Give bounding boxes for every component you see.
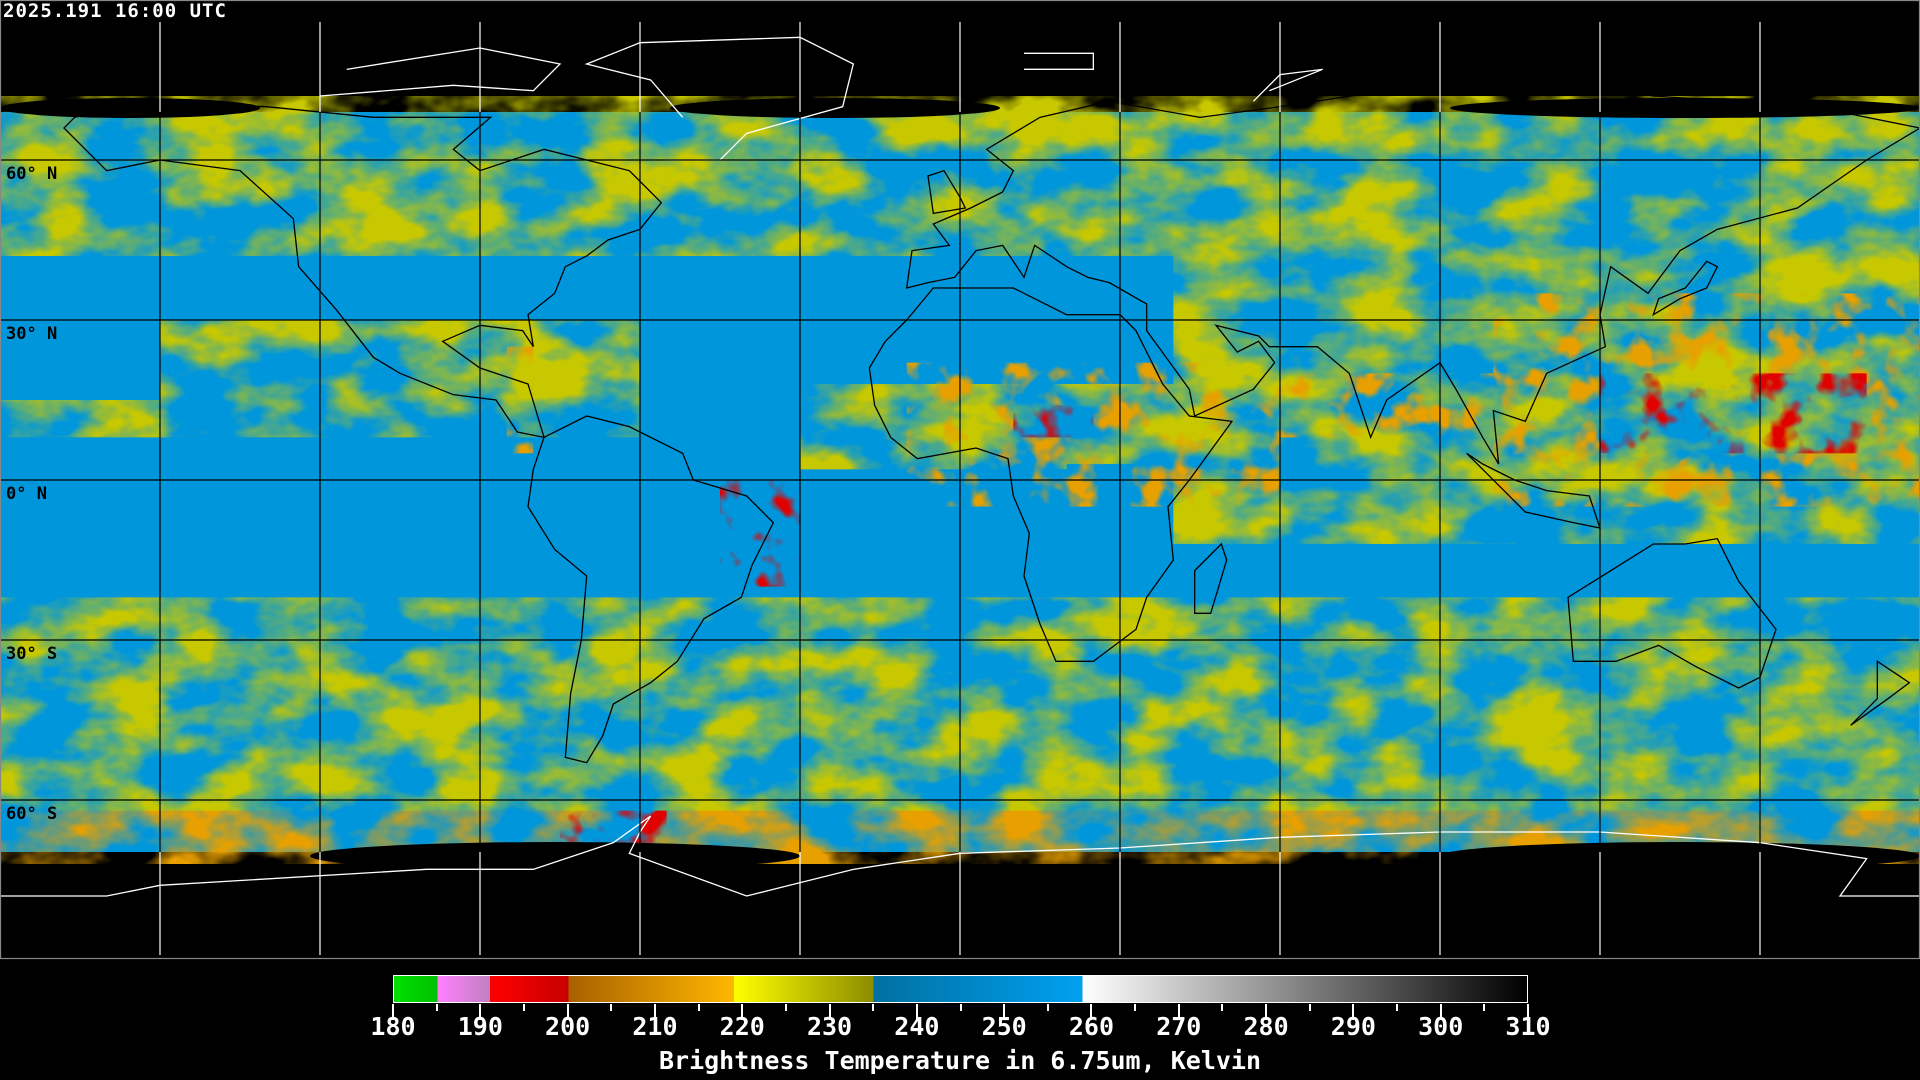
cold-cloud-region — [720, 480, 800, 587]
swath-edge — [0, 98, 260, 118]
colorbar-tick — [1177, 1004, 1180, 1020]
coastline-canadian-arctic — [319, 47, 562, 97]
colorbar-tick — [435, 1004, 438, 1011]
coastline-madagascar — [1194, 542, 1228, 614]
colorbar-tick-label: 250 — [981, 1012, 1027, 1041]
colorbar-tick — [1308, 1004, 1311, 1011]
swath-edge — [1450, 98, 1920, 118]
colorbar-tick — [872, 1004, 875, 1011]
coastline-siberia-islands — [1252, 68, 1323, 102]
colorbar-tick — [741, 1004, 744, 1020]
colorbar-tick — [392, 1004, 394, 1020]
colorbar-tick — [1003, 1004, 1006, 1020]
cold-cloud-region — [1013, 405, 1094, 438]
colorbar-tick-label: 260 — [1068, 1012, 1115, 1041]
coastline-australia — [1567, 537, 1777, 689]
colorbar-tick — [1221, 1004, 1224, 1011]
moist-region — [0, 400, 214, 438]
colorbar-tick — [1265, 1004, 1268, 1020]
colorbar-tick — [1352, 1004, 1355, 1020]
coastline-eurasia — [905, 68, 1920, 465]
colorbar-tick-label: 270 — [1156, 1012, 1202, 1041]
colorbar-tick-label: 210 — [632, 1012, 678, 1041]
colorbar-tick-label: 300 — [1418, 1012, 1464, 1041]
colorbar-tick — [653, 1004, 656, 1020]
coastline-svalbard — [1024, 52, 1094, 70]
colorbar-tick — [915, 1004, 918, 1020]
cold-cloud-region — [506, 346, 534, 454]
colorbar-tick — [1046, 1004, 1049, 1011]
colorbar-tick-label: 200 — [545, 1012, 591, 1041]
coastline-indonesia — [1466, 452, 1601, 529]
moist-region — [320, 346, 587, 416]
colorbar-tick — [1134, 1004, 1137, 1011]
swath-edge — [310, 842, 800, 870]
coastline-japan — [1652, 260, 1719, 317]
swath-edge — [670, 98, 1000, 118]
colorbar-tick-label: 230 — [806, 1012, 853, 1041]
colorbar-tick-label: 290 — [1330, 1012, 1376, 1041]
colorbar-tick — [479, 1004, 482, 1020]
coastline-new-zealand — [1850, 660, 1911, 726]
lat-label-60s: 60° S — [6, 804, 58, 824]
coastline-africa — [868, 287, 1234, 662]
colorbar-tick — [828, 1004, 831, 1020]
coastline-south-america — [527, 415, 775, 764]
colorbar-tick — [697, 1004, 700, 1011]
colorbar-tick-label: 240 — [894, 1012, 940, 1041]
cold-cloud-region — [906, 362, 1280, 507]
colorbar-tick — [522, 1004, 525, 1011]
colorbar-tick-label: 190 — [457, 1012, 503, 1041]
colorbar-tick — [1396, 1004, 1399, 1011]
timestamp: 2025.191 16:00 UTC — [3, 0, 227, 22]
colorbar-tick — [784, 1004, 787, 1011]
colorbar-tick — [1090, 1004, 1093, 1020]
colorbar-tick — [1483, 1004, 1486, 1011]
coastline-north-america — [63, 100, 663, 439]
colorbar-tick-label: 220 — [719, 1012, 765, 1041]
colorbar-tick — [1439, 1004, 1442, 1020]
colorbar-caption: Brightness Temperature in 6.75um, Kelvin — [658, 1046, 1262, 1075]
colorbar-tick — [566, 1004, 569, 1020]
colorbar — [393, 975, 1528, 1003]
lat-label-60n: 60° N — [6, 164, 58, 184]
cold-cloud-region — [1600, 373, 1867, 454]
colorbar-tick — [610, 1004, 613, 1011]
lat-label-0n: 0° N — [6, 484, 47, 504]
lat-label-30n: 30° N — [6, 324, 58, 344]
cold-cloud-region — [1280, 373, 1494, 438]
colorbar-tick — [959, 1004, 962, 1011]
coastline-greenland — [584, 36, 855, 161]
lat-label-30s: 30° S — [6, 644, 58, 664]
satellite-map — [0, 0, 1920, 960]
colorbar-tick — [1527, 1004, 1529, 1020]
colorbar-tick-label: 180 — [370, 1012, 416, 1041]
cold-layer — [506, 293, 1920, 854]
edge-mask — [0, 98, 1920, 870]
colorbar-tick-label: 280 — [1243, 1012, 1289, 1041]
colorbar-tick-label: 310 — [1505, 1012, 1551, 1041]
